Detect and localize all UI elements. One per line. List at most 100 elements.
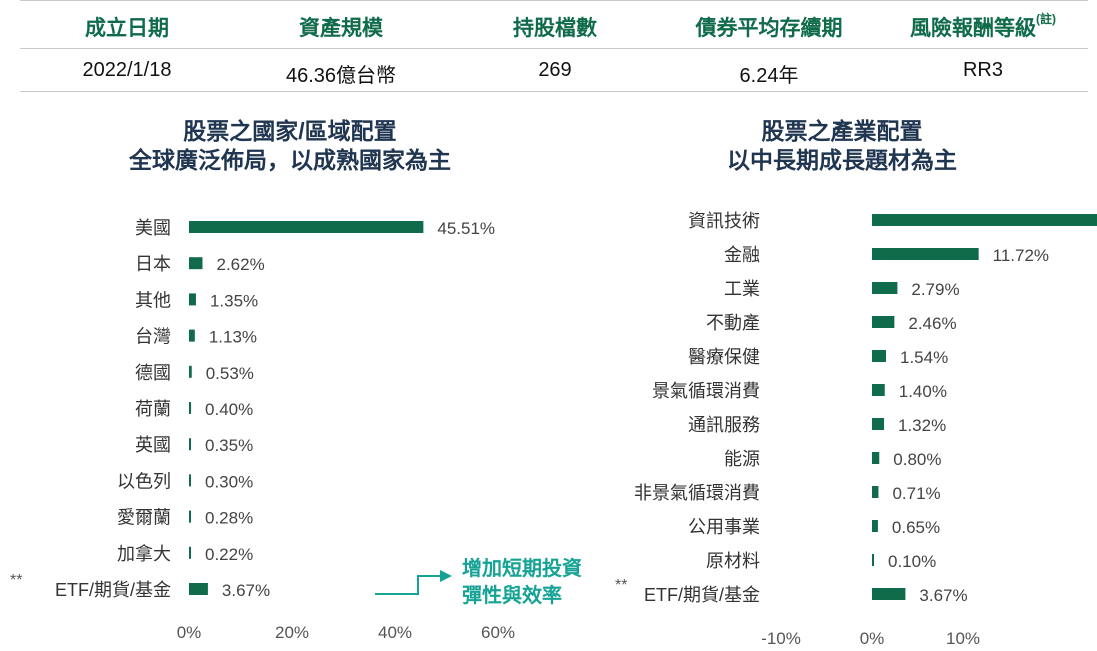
sector-category-label: 資訊技術 (688, 211, 760, 231)
sector-bar (872, 520, 878, 532)
sector-chart-subtitle: 以中長期成長題材為主 (727, 147, 957, 173)
table-mid-rule (20, 48, 1088, 49)
country-data-label: 45.51% (437, 219, 495, 238)
value-risk-level: RR3 (962, 59, 1003, 81)
country-tick-label: 60% (481, 623, 515, 642)
callout-line-2: 彈性與效率 (462, 585, 562, 607)
sector-tick-label: -10% (761, 629, 801, 648)
sector-bar (872, 554, 874, 566)
sector-category-label: 工業 (724, 279, 760, 299)
country-data-label: 3.67% (222, 581, 270, 600)
country-bar (189, 293, 196, 306)
country-bar (189, 257, 203, 270)
country-category-label: 荷蘭 (135, 399, 171, 419)
header-bond-duration: 債券平均存續期 (695, 17, 843, 40)
table-bottom-rule (20, 91, 1088, 92)
country-data-label: 0.40% (205, 400, 253, 419)
sector-data-label: 0.80% (893, 450, 941, 469)
country-category-label: ETF/期貨/基金 (55, 580, 171, 600)
sector-data-label: 1.40% (899, 382, 947, 401)
sector-bar (872, 350, 887, 362)
sector-data-label: 3.67% (919, 586, 967, 605)
country-data-label: 0.30% (205, 472, 253, 491)
country-bar (189, 438, 191, 451)
country-bar (189, 365, 192, 378)
sector-bar (872, 452, 880, 464)
sector-tick-label: 10% (946, 629, 980, 648)
value-inception-date: 2022/1/18 (82, 59, 172, 81)
callout-line-1: 增加短期投資 (462, 558, 582, 580)
country-category-label: 英國 (135, 435, 171, 455)
country-bar (189, 510, 191, 523)
sector-data-label: 0.10% (888, 552, 936, 571)
callout-arrow-head-icon (440, 570, 452, 582)
sector-bar (872, 486, 879, 498)
value-fund-size: 46.36億台幣 (285, 65, 397, 87)
table-top-rule (20, 0, 1088, 1)
sector-category-label: 不動產 (706, 313, 760, 333)
country-tick-label: 20% (275, 623, 309, 642)
country-bar (189, 583, 208, 595)
country-bar (189, 546, 191, 559)
country-data-label: 1.35% (210, 291, 258, 310)
header-risk-level: 風險報酬等級(註) (910, 12, 1056, 40)
fund-summary-table: 成立日期 資產規模 持股檔數 債券平均存續期 風險報酬等級(註) 2022/1/… (20, 0, 1088, 92)
country-data-label: 0.35% (205, 436, 253, 455)
sector-bar (872, 248, 979, 260)
sector-data-label: 0.71% (892, 484, 940, 503)
country-bar (189, 402, 192, 414)
sector-chart-title-line: 股票之產業配置 (761, 118, 923, 144)
country-chart-title-line: 股票之國家/區域配置 (183, 118, 397, 144)
sector-category-label: 醫療保健 (688, 347, 760, 367)
country-category-label: 德國 (135, 363, 171, 383)
sector-bar (872, 282, 898, 294)
country-category-label: 其他 (135, 290, 171, 310)
sector-note-mark: ** (615, 577, 627, 594)
country-data-label: 2.62% (216, 255, 264, 274)
country-data-label: 0.53% (206, 364, 254, 383)
sector-category-label: 非景氣循環消費 (634, 483, 760, 503)
country-bar (189, 221, 424, 233)
header-holdings-count: 持股檔數 (513, 17, 597, 40)
sector-category-label: 原材料 (706, 551, 760, 571)
sector-data-label: 11.72% (993, 246, 1049, 265)
sector-category-label: ETF/期貨/基金 (644, 585, 760, 605)
value-bond-duration: 6.24年 (739, 65, 799, 87)
sector-category-label: 公用事業 (688, 517, 760, 537)
header-fund-size: 資產規模 (299, 17, 383, 40)
sector-data-label: 2.46% (908, 314, 956, 333)
sector-data-label: 1.32% (898, 416, 946, 435)
country-data-label: 0.22% (205, 545, 253, 564)
country-category-label: 愛爾蘭 (117, 508, 171, 528)
country-category-label: 日本 (135, 254, 171, 274)
sector-category-label: 金融 (724, 245, 760, 265)
sector-category-label: 通訊服務 (688, 415, 760, 435)
sector-bar (872, 384, 885, 396)
country-tick-label: 40% (378, 623, 412, 642)
country-category-label: 美國 (135, 218, 171, 238)
sector-bar (872, 214, 1097, 226)
sector-bar (872, 316, 895, 328)
country-tick-label: 0% (177, 623, 202, 642)
country-bar (189, 474, 191, 487)
sector-data-label: 2.79% (911, 280, 959, 299)
sector-chart-title: 股票之產業配置 以中長期成長題材為主 (592, 117, 1092, 175)
country-category-label: 加拿大 (117, 543, 171, 564)
country-category-label: 台灣 (135, 327, 171, 347)
value-holdings-count: 269 (538, 59, 572, 81)
callout-arrow-line (375, 575, 440, 595)
header-note-mark: (註) (1036, 12, 1056, 26)
country-bar (189, 329, 195, 342)
country-note-mark: ** (10, 572, 22, 589)
country-data-label: 0.28% (205, 509, 253, 528)
sector-data-label: 0.65% (892, 518, 940, 537)
sector-category-label: 能源 (724, 449, 760, 469)
country-chart-title: 股票之國家/區域配置 全球廣泛佈局，以成熟國家為主 (40, 117, 540, 175)
sector-tick-label: 0% (860, 629, 885, 648)
callout-text: 增加短期投資 彈性與效率 (462, 556, 582, 610)
header-inception-date: 成立日期 (85, 17, 169, 40)
country-category-label: 以色列 (117, 471, 171, 491)
sector-bar (872, 418, 885, 430)
sector-bar (872, 588, 906, 600)
